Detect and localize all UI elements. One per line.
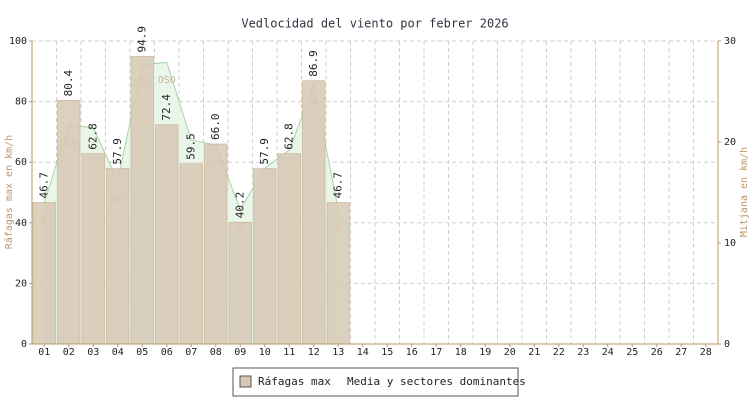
y2-tick-label: 10 xyxy=(724,238,736,249)
x-tick-label: 09 xyxy=(234,347,246,358)
value-label: 62.8 xyxy=(282,123,295,150)
x-tick-label: 13 xyxy=(332,347,344,358)
y-axis-label: Ráfagas max en km/h xyxy=(3,135,15,249)
value-label: 57.9 xyxy=(111,138,124,165)
value-label: 57.9 xyxy=(258,138,271,165)
bar xyxy=(106,168,130,345)
value-label: 94.9 xyxy=(135,26,148,53)
y2-tick-label: 30 xyxy=(724,36,736,47)
bar xyxy=(228,221,252,345)
y2-tick-label: 20 xyxy=(724,137,736,148)
x-tick-label: 27 xyxy=(675,347,687,358)
value-label: 62.8 xyxy=(86,123,99,150)
bar xyxy=(81,153,105,345)
y2-tick-label: 0 xyxy=(724,339,730,350)
x-tick-label: 18 xyxy=(455,347,467,358)
bar xyxy=(326,202,350,345)
value-label: 72.4 xyxy=(160,94,173,121)
x-tick-label: 11 xyxy=(283,347,295,358)
legend-box xyxy=(232,367,519,397)
value-label: 40.2 xyxy=(233,192,246,219)
x-tick-label: 08 xyxy=(210,347,222,358)
bar xyxy=(57,100,81,345)
value-label: 80.4 xyxy=(62,70,75,97)
x-tick-label: 10 xyxy=(259,347,271,358)
bar xyxy=(32,202,56,345)
y-tick-label: 80 xyxy=(15,97,27,108)
x-tick-label: 06 xyxy=(161,347,173,358)
bar xyxy=(253,168,277,345)
legend-swatch xyxy=(239,375,252,388)
x-tick-label: 04 xyxy=(112,347,124,358)
x-tick-label: 22 xyxy=(553,347,565,358)
x-tick-label: 07 xyxy=(185,347,197,358)
bar xyxy=(302,80,326,345)
value-label: 46.7 xyxy=(37,172,50,199)
x-tick-label: 05 xyxy=(136,347,148,358)
value-label: 46.7 xyxy=(331,172,344,199)
x-tick-label: 17 xyxy=(430,347,442,358)
value-label: 59.5 xyxy=(184,133,197,160)
sector-label: OSO xyxy=(158,75,176,86)
chart-title: Vedlocidad del viento por febrer 2026 xyxy=(241,17,508,31)
x-tick-label: 14 xyxy=(357,347,369,358)
x-tick-label: 26 xyxy=(651,347,663,358)
bar xyxy=(204,143,228,345)
x-tick-label: 02 xyxy=(63,347,75,358)
value-label: 66.0 xyxy=(209,114,222,141)
x-tick-label: 19 xyxy=(479,347,491,358)
bar xyxy=(277,153,301,345)
x-tick-label: 21 xyxy=(528,347,540,358)
legend-label: Ráfagas max xyxy=(258,375,331,388)
y-tick-label: 0 xyxy=(21,339,27,350)
bar xyxy=(179,163,203,345)
y-tick-label: 20 xyxy=(15,278,27,289)
legend-label: Media y sectores dominantes xyxy=(347,375,526,388)
x-tick-label: 01 xyxy=(38,347,50,358)
media-line xyxy=(43,61,339,211)
x-tick-label: 23 xyxy=(577,347,589,358)
x-tick-label: 16 xyxy=(406,347,418,358)
y-tick-label: 40 xyxy=(15,218,27,229)
bar xyxy=(155,124,179,345)
y-tick-label: 60 xyxy=(15,157,27,168)
x-tick-label: 15 xyxy=(381,347,393,358)
x-tick-label: 28 xyxy=(700,347,712,358)
x-tick-label: 20 xyxy=(504,347,516,358)
x-tick-label: 25 xyxy=(626,347,638,358)
bar xyxy=(130,56,154,345)
y2-axis-label: Mitjana en km/h xyxy=(739,147,750,237)
x-tick-label: 12 xyxy=(308,347,320,358)
x-tick-label: 03 xyxy=(87,347,99,358)
y-tick-label: 100 xyxy=(9,36,27,47)
x-tick-label: 24 xyxy=(602,347,614,358)
value-label: 86.9 xyxy=(307,50,320,77)
